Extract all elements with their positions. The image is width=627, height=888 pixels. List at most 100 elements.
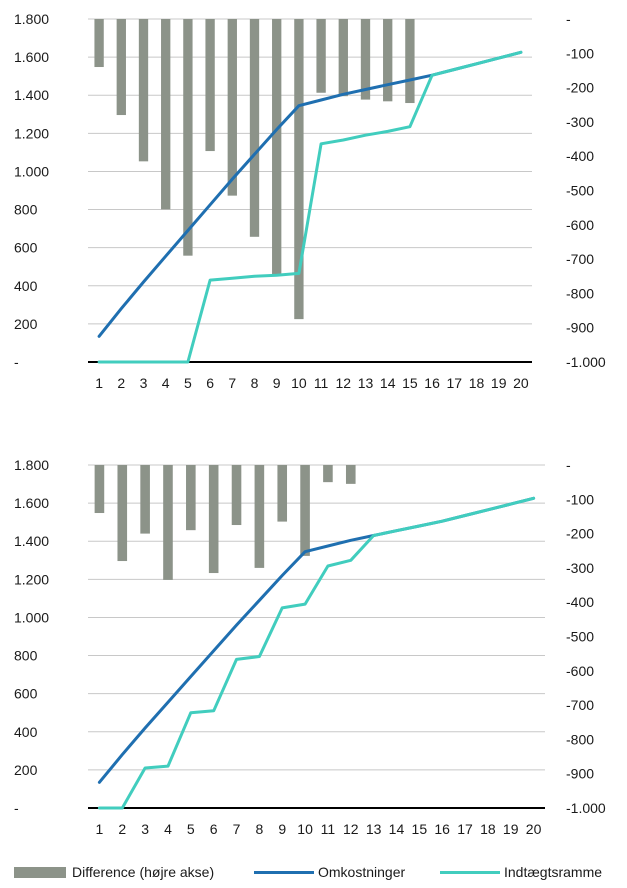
x-axis-tick-label: 14 xyxy=(380,375,396,391)
legend: Difference (højre akse) Omkostninger Ind… xyxy=(0,860,627,884)
left-axis-tick-label: 800 xyxy=(14,648,38,664)
line-indtaegtsramme xyxy=(97,50,523,364)
x-axis-tick-label: 6 xyxy=(206,375,214,391)
x-axis-tick-label: 3 xyxy=(140,375,148,391)
bar-difference xyxy=(323,465,333,483)
legend-swatch-difference xyxy=(14,866,66,878)
bar-difference xyxy=(272,19,282,275)
x-axis-tick-label: 2 xyxy=(118,821,126,837)
left-axis-tick-label: 200 xyxy=(14,762,38,778)
x-axis-tick-label: 14 xyxy=(389,821,405,837)
x-axis-tick-label: 16 xyxy=(424,375,440,391)
right-axis-tick-label: -900 xyxy=(566,766,594,782)
x-axis-tick-label: 17 xyxy=(457,821,473,837)
right-axis-tick-label: - xyxy=(566,11,571,27)
bar-difference xyxy=(186,465,196,531)
legend-item-difference: Difference (højre akse) xyxy=(14,860,214,884)
x-axis-tick-label: 12 xyxy=(336,375,352,391)
legend-label-difference: Difference (højre akse) xyxy=(72,864,215,880)
bar-difference xyxy=(277,465,288,522)
right-axis-tick-label: -500 xyxy=(566,629,594,645)
bar-difference xyxy=(316,19,326,93)
line-indtaegtsramme xyxy=(97,496,536,810)
x-axis-tick-label: 18 xyxy=(469,375,485,391)
x-axis-tick-label: 10 xyxy=(291,375,307,391)
right-axis-tick-label: -600 xyxy=(566,663,594,679)
x-axis-tick-label: 15 xyxy=(412,821,428,837)
bar-difference xyxy=(345,465,356,484)
bar-difference xyxy=(405,19,415,104)
x-axis-tick-label: 6 xyxy=(210,821,218,837)
x-axis-tick-label: 8 xyxy=(255,821,263,837)
bar-difference xyxy=(94,465,105,514)
right-axis-tick-label: -400 xyxy=(566,148,594,164)
legend-item-omkostninger: Omkostninger xyxy=(254,860,405,884)
left-axis-tick-label: 1.800 xyxy=(14,11,49,27)
x-axis-tick-label: 11 xyxy=(321,821,336,837)
x-axis-tick-label: 12 xyxy=(343,821,359,837)
right-axis-tick-label: -200 xyxy=(566,80,594,96)
x-axis-tick-label: 5 xyxy=(184,375,192,391)
right-axis-tick-label: -300 xyxy=(566,114,594,130)
bar-difference xyxy=(140,465,150,534)
x-axis-tick-label: 1 xyxy=(96,821,104,837)
bar-difference xyxy=(208,465,219,574)
x-axis-tick-label: 7 xyxy=(228,375,236,391)
left-axis-tick-label: - xyxy=(14,354,19,370)
left-axis-tick-label: 1.000 xyxy=(14,609,49,625)
left-axis-tick-label: 800 xyxy=(14,202,38,218)
legend-swatch-indtaegtsramme xyxy=(440,870,500,874)
right-axis-tick-label: -800 xyxy=(566,285,594,301)
right-axis-tick-label: -200 xyxy=(566,526,594,542)
x-axis-tick-label: 3 xyxy=(141,821,149,837)
left-axis-tick-label: 600 xyxy=(14,686,38,702)
bar-difference xyxy=(116,19,126,116)
x-axis-tick-label: 5 xyxy=(187,821,195,837)
left-axis-tick-label: 1.400 xyxy=(14,533,49,549)
x-axis-tick-label: 16 xyxy=(434,821,450,837)
left-axis-tick-label: 400 xyxy=(14,278,38,294)
x-axis-tick-label: 13 xyxy=(358,375,374,391)
left-axis-tick-label: 1.800 xyxy=(14,457,49,473)
left-axis-tick-label: 1.600 xyxy=(14,495,49,511)
x-axis-tick-label: 8 xyxy=(251,375,259,391)
left-axis-tick-label: 1.200 xyxy=(14,571,49,587)
x-axis-tick-label: 10 xyxy=(297,821,313,837)
bar-difference xyxy=(249,19,260,237)
bar-difference xyxy=(94,19,104,68)
right-axis-tick-label: -1.000 xyxy=(566,354,606,370)
bar-difference xyxy=(205,19,215,152)
right-axis-tick-label: -900 xyxy=(566,320,594,336)
x-axis-tick-label: 4 xyxy=(164,821,172,837)
bar-difference xyxy=(360,19,371,100)
bar-difference xyxy=(161,19,171,210)
right-axis-tick-label: -1.000 xyxy=(566,800,606,816)
x-axis-tick-label: 19 xyxy=(491,375,507,391)
bar-difference xyxy=(231,465,242,526)
x-axis-tick-label: 9 xyxy=(278,821,286,837)
x-axis-tick-label: 2 xyxy=(117,375,125,391)
x-axis-tick-label: 20 xyxy=(513,375,529,391)
x-axis-tick-label: 17 xyxy=(447,375,463,391)
left-axis-tick-label: 1.600 xyxy=(14,49,49,65)
left-axis-tick-label: 200 xyxy=(14,316,38,332)
left-axis-tick-label: 1.000 xyxy=(14,163,49,179)
bar-difference xyxy=(300,465,310,556)
right-axis-tick-label: -300 xyxy=(566,560,594,576)
legend-item-indtaegtsramme: Indtægtsramme xyxy=(440,860,602,884)
right-axis-tick-label: -600 xyxy=(566,217,594,233)
right-axis-tick-label: -800 xyxy=(566,731,594,747)
right-axis-tick-label: -700 xyxy=(566,697,594,713)
left-axis-tick-label: - xyxy=(14,800,19,816)
bar-difference xyxy=(383,19,393,102)
legend-swatch-omkostninger xyxy=(254,870,314,874)
bar-difference xyxy=(183,19,193,256)
bar-difference xyxy=(227,19,237,196)
x-axis-tick-label: 1 xyxy=(95,375,103,391)
legend-label-indtaegtsramme: Indtægtsramme xyxy=(504,864,603,880)
left-axis-tick-label: 1.400 xyxy=(14,87,49,103)
x-axis-tick-label: 15 xyxy=(402,375,418,391)
